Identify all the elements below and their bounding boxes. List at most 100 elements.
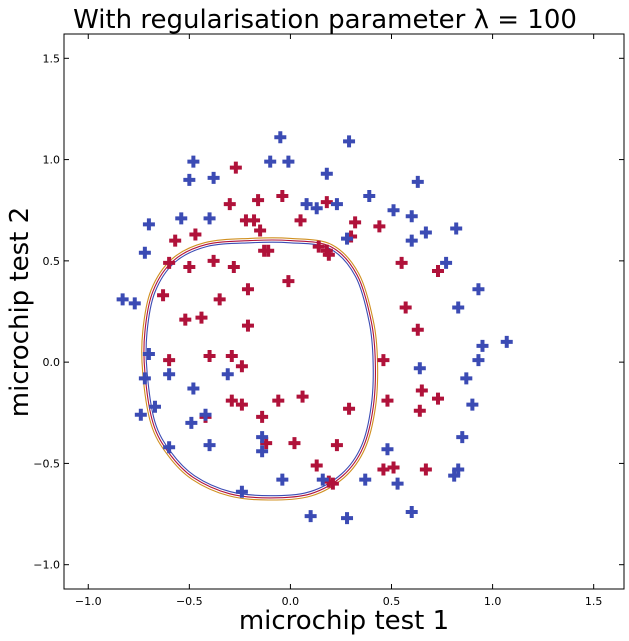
plot-area (116, 131, 513, 525)
data-point (199, 408, 212, 421)
data-point (163, 441, 176, 454)
data-point (500, 335, 513, 348)
data-point (256, 431, 269, 444)
data-point (235, 360, 248, 373)
data-point (134, 408, 147, 421)
data-point (169, 234, 182, 247)
y-tick-label: −1.0 (33, 559, 60, 572)
data-point (288, 437, 301, 450)
data-point (373, 220, 386, 233)
data-point (395, 256, 408, 269)
data-point (229, 161, 242, 174)
data-point (241, 319, 254, 332)
data-point (195, 311, 208, 324)
data-point (460, 372, 473, 385)
data-point (163, 256, 176, 269)
data-point (387, 461, 400, 474)
data-point (320, 196, 333, 209)
data-point (448, 469, 461, 482)
data-point (341, 512, 354, 525)
data-point (432, 392, 445, 405)
data-point (142, 218, 155, 231)
data-point (252, 194, 265, 207)
y-tick-label: 0.5 (43, 255, 61, 268)
data-point (413, 404, 426, 417)
data-point (148, 400, 161, 413)
data-point (415, 384, 428, 397)
data-point (419, 226, 432, 239)
data-point (138, 246, 151, 259)
data-point (227, 260, 240, 273)
data-point (163, 354, 176, 367)
data-point (387, 204, 400, 217)
data-point (248, 214, 261, 227)
data-point (262, 244, 275, 257)
data-point (405, 234, 418, 247)
data-point (312, 240, 325, 253)
chart-title: With regularisation parameter λ = 100 (73, 5, 577, 35)
data-point (310, 459, 323, 472)
data-point (405, 506, 418, 519)
data-point (183, 173, 196, 186)
data-point (163, 368, 176, 381)
data-point (476, 339, 489, 352)
data-point (221, 368, 234, 381)
data-point (343, 135, 356, 148)
y-axis-label: microchip test 2 (5, 207, 35, 417)
data-point (343, 402, 356, 415)
data-point (466, 398, 479, 411)
data-point (294, 214, 307, 227)
data-point (472, 354, 485, 367)
data-point (223, 198, 236, 211)
data-point (413, 362, 426, 375)
data-point (203, 439, 216, 452)
plot-frame (63, 33, 625, 590)
data-point (456, 431, 469, 444)
data-point (300, 198, 313, 211)
data-point (432, 264, 445, 277)
data-point (183, 260, 196, 273)
data-point (241, 283, 254, 296)
data-point (189, 228, 202, 241)
data-point (179, 313, 192, 326)
data-point (450, 222, 463, 235)
x-tick-label: 1.0 (484, 595, 502, 608)
data-point (349, 216, 362, 229)
data-point (157, 289, 170, 302)
y-tick-label: −0.5 (33, 457, 60, 470)
data-point (411, 323, 424, 336)
data-point (235, 398, 248, 411)
data-point (381, 443, 394, 456)
data-point (187, 382, 200, 395)
y-tick-label: 1.0 (43, 154, 61, 167)
data-point (341, 232, 354, 245)
data-point (320, 167, 333, 180)
data-point (213, 293, 226, 306)
x-axis-label: microchip test 1 (239, 606, 449, 636)
data-point (203, 212, 216, 225)
data-point (116, 293, 129, 306)
y-tick-label: 0.0 (43, 356, 61, 369)
data-point (282, 155, 295, 168)
data-point (472, 283, 485, 296)
x-tick-label: −0.5 (176, 595, 203, 608)
data-point (377, 354, 390, 367)
data-point (452, 463, 465, 476)
data-point (142, 348, 155, 361)
data-point (260, 437, 273, 450)
data-point (187, 155, 200, 168)
data-point (225, 394, 238, 407)
data-point (316, 473, 329, 486)
data-point (225, 350, 238, 363)
data-point (276, 190, 289, 203)
data-point (203, 350, 216, 363)
data-point (419, 463, 432, 476)
data-point (138, 372, 151, 385)
data-point (359, 473, 372, 486)
data-point (330, 198, 343, 211)
data-point (310, 202, 323, 215)
data-point (185, 416, 198, 429)
data-point (304, 510, 317, 523)
data-point (254, 224, 267, 237)
